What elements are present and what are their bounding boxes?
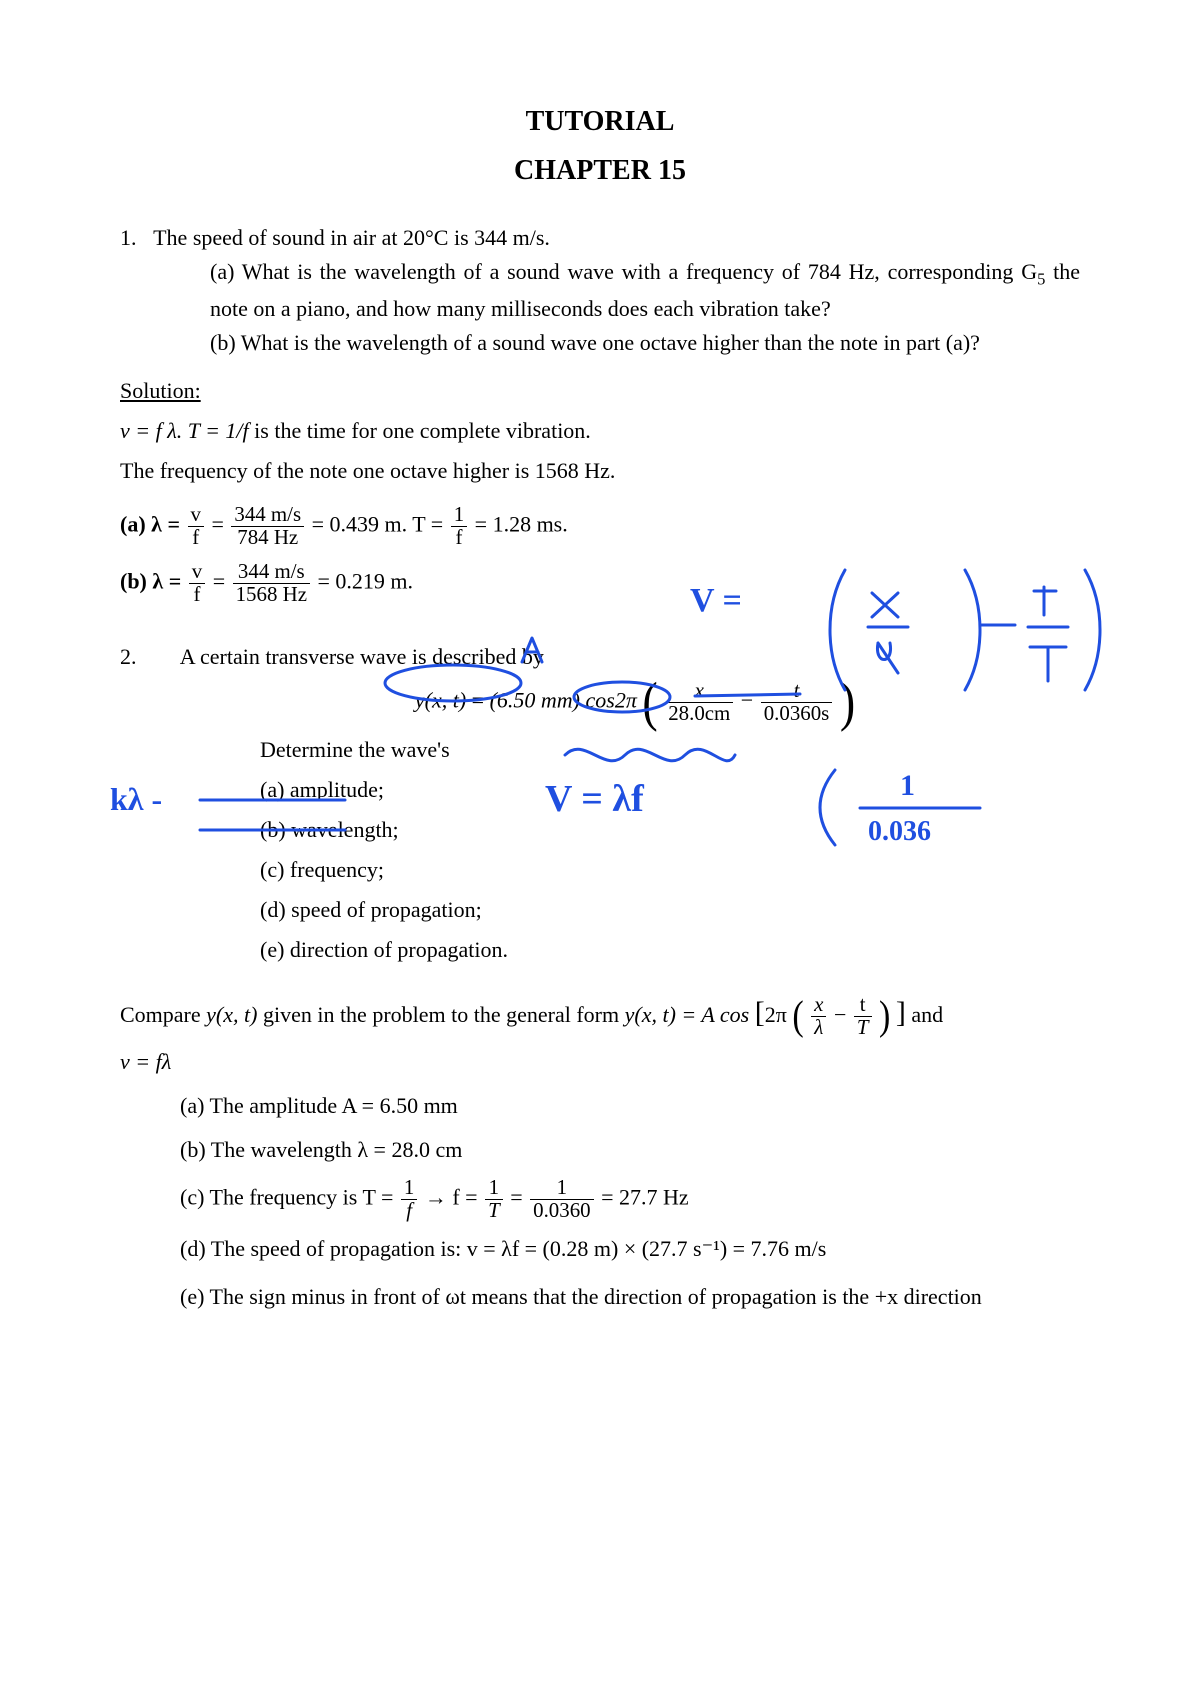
q2-eq-A: (6.50 mm)	[490, 688, 580, 713]
q2-sol-c-pre: (c) The frequency is T =	[180, 1185, 399, 1210]
q2-equation: y(x, t) = (6.50 mm) cos2π ( x 28.0cm − t…	[190, 680, 1080, 725]
q2-sol-c-f2: 1 T	[483, 1177, 505, 1222]
question-1: 1. The speed of sound in air at 20°C is …	[120, 221, 1080, 360]
q1-ans-b-eq2: = 0.219 m.	[317, 569, 413, 594]
q2-number: 2.	[120, 640, 148, 674]
open-bracket-icon: [	[755, 996, 765, 1029]
q2-compare: Compare y(x, t) given in the problem to …	[120, 990, 1080, 1039]
close-paren2-icon: )	[879, 1000, 890, 1033]
doc-title: TUTORIAL	[120, 100, 1080, 143]
q2-sol-c-mid1: → f =	[425, 1185, 483, 1210]
q1-ans-a-frac1: v f	[186, 504, 206, 549]
q1-ans-b-frac1: v f	[187, 561, 207, 606]
q2-sol-b: (b) The wavelength λ = 28.0 cm	[180, 1133, 1080, 1167]
q1-ans-a-frac2: 344 m/s 784 Hz	[229, 504, 306, 549]
q2-eq-tfrac: t 0.0360s	[759, 680, 835, 725]
q1-ans-b-frac2: 344 m/s 1568 Hz	[231, 561, 312, 606]
q2-sol-c-f3: 1 0.0360	[528, 1177, 595, 1222]
q2-opt-a: (a) amplitude;	[260, 773, 1080, 807]
q2-opt-c: (c) frequency;	[260, 853, 1080, 887]
close-paren-icon: )	[840, 680, 855, 724]
q2-stem-text: A certain transverse wave is described b…	[180, 644, 544, 669]
q1-ans-b: (b) λ = v f = 344 m/s 1568 Hz = 0.219 m.	[120, 561, 1080, 606]
q1-ans-b-eq1: =	[213, 569, 231, 594]
open-paren2-icon: (	[792, 1000, 803, 1033]
q2-compare-y1: y(x, t)	[206, 1002, 257, 1027]
q2-compare-mid: given in the problem to the general form	[263, 1002, 625, 1027]
q2-opt-b: (b) wavelength;	[260, 813, 1080, 847]
q2-sol-a: (a) The amplitude A = 6.50 mm	[180, 1089, 1080, 1123]
q1-ans-a: (a) λ = v f = 344 m/s 784 Hz = 0.439 m. …	[120, 504, 1080, 549]
q2-compare-y2: y(x, t) = A cos	[625, 1002, 750, 1027]
q1-sol-line1: v = f λ. T = 1/f is the time for one com…	[120, 414, 1080, 448]
q2-determine: Determine the wave's	[260, 733, 1080, 767]
q2-sol-e: (e) The sign minus in front of ωt means …	[180, 1280, 1080, 1314]
q1-ans-a-eq2: = 0.439 m. T =	[312, 512, 449, 537]
q2-eq-cos: cos2π	[586, 688, 637, 713]
q2-compare-pre: Compare	[120, 1002, 206, 1027]
q2-stem: 2. A certain transverse wave is describe…	[120, 640, 1080, 674]
q2-eq-xfrac: x 28.0cm	[663, 680, 735, 725]
q1-number: 1.	[120, 221, 148, 255]
q2-compare-line2: v = fλ	[120, 1045, 1080, 1079]
q1-b-label: (b)	[210, 330, 236, 355]
q2-eq-minus: −	[741, 688, 759, 713]
q1-a-label: (a)	[210, 259, 234, 284]
q2-sol-c: (c) The frequency is T = 1 f → f = 1 T =…	[180, 1177, 1080, 1222]
q1-ans-a-eq3: = 1.28 ms.	[475, 512, 568, 537]
q2-compare-tfrac: t T	[852, 994, 874, 1039]
q1-sol-eq-post: is the time for one complete vibration.	[254, 418, 591, 443]
q2-opt-d: (d) speed of propagation;	[260, 893, 1080, 927]
q1-sol-line2: The frequency of the note one octave hig…	[120, 454, 1080, 488]
q1-ans-a-eq1: =	[211, 512, 229, 537]
close-bracket-icon: ]	[896, 996, 906, 1029]
q1-ans-b-pre: (b) λ =	[120, 569, 187, 594]
q1-part-b: (b) What is the wavelength of a sound wa…	[210, 326, 1080, 360]
solution-heading: Solution:	[120, 374, 1080, 408]
q2-opt-e: (e) direction of propagation.	[260, 933, 1080, 967]
solution-label: Solution:	[120, 378, 201, 403]
open-paren-icon: (	[642, 680, 657, 724]
q1-ans-a-pre: (a) λ =	[120, 512, 186, 537]
q2-sol-d: (d) The speed of propagation is: v = λf …	[180, 1232, 1080, 1266]
q1-b-text: What is the wavelength of a sound wave o…	[241, 330, 980, 355]
q1-stem-text: The speed of sound in air at 20°C is 344…	[153, 225, 550, 250]
q2-compare-xfrac: x λ	[809, 994, 828, 1039]
q2-sol-c-f1: 1 f	[399, 1177, 419, 1222]
q1-part-a: (a) What is the wavelength of a sound wa…	[210, 255, 1080, 326]
question-2: 2. A certain transverse wave is describe…	[120, 640, 1080, 968]
q2-compare-post: and	[911, 1002, 943, 1027]
q1-a-text1: What is the wavelength of a sound wave w…	[242, 259, 1037, 284]
q2-compare-minus: −	[834, 1002, 852, 1027]
q2-sol-c-post: = 27.7 Hz	[601, 1185, 689, 1210]
q1-sol-eq: v = f λ. T = 1/f	[120, 418, 249, 443]
q2-eq-eq: =	[472, 688, 490, 713]
page: TUTORIAL CHAPTER 15 1. The speed of soun…	[0, 0, 1200, 1697]
chapter-title: CHAPTER 15	[120, 149, 1080, 192]
q2-eq-lhs: y(x, t)	[415, 688, 466, 713]
q1-ans-a-frac3: 1 f	[449, 504, 469, 549]
q2-sol-c-mid2: =	[510, 1185, 528, 1210]
q1-stem: 1. The speed of sound in air at 20°C is …	[120, 221, 1080, 255]
